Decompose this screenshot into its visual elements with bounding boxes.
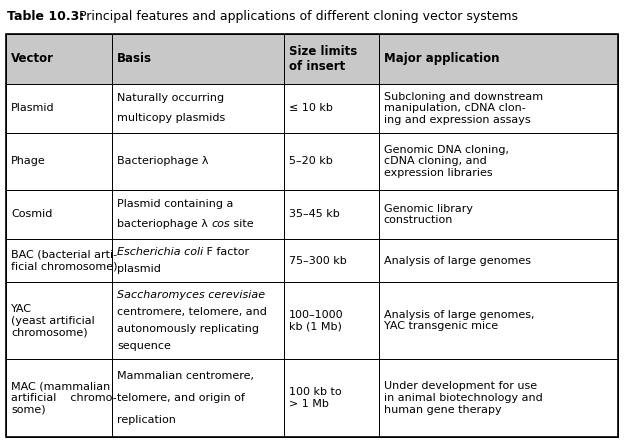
Bar xyxy=(379,359,618,437)
Text: Naturally occurring: Naturally occurring xyxy=(117,93,224,104)
Text: Phage: Phage xyxy=(11,157,46,166)
Text: 75–300 kb: 75–300 kb xyxy=(288,256,346,265)
Text: 5–20 kb: 5–20 kb xyxy=(288,157,333,166)
Text: site: site xyxy=(230,219,253,229)
Bar xyxy=(379,83,618,133)
Bar xyxy=(283,282,379,359)
Text: telomere, and origin of: telomere, and origin of xyxy=(117,393,245,403)
Bar xyxy=(112,190,283,239)
Bar xyxy=(6,34,112,83)
Text: Saccharomyces cerevisiae: Saccharomyces cerevisiae xyxy=(117,290,265,300)
Bar xyxy=(112,359,283,437)
Text: Principal features and applications of different cloning vector systems: Principal features and applications of d… xyxy=(75,10,518,23)
Bar xyxy=(283,239,379,282)
Bar xyxy=(112,133,283,190)
Text: replication: replication xyxy=(117,415,176,425)
Bar xyxy=(6,359,112,437)
Bar xyxy=(283,133,379,190)
Text: YAC
(yeast artificial
chromosome): YAC (yeast artificial chromosome) xyxy=(11,304,95,337)
Bar xyxy=(112,282,283,359)
Bar xyxy=(6,239,112,282)
Bar xyxy=(379,190,618,239)
Bar xyxy=(379,34,618,83)
Text: ≤ 10 kb: ≤ 10 kb xyxy=(288,103,333,113)
Bar xyxy=(112,239,283,282)
Text: Subcloning and downstream
manipulation, cDNA clon-
ing and expression assays: Subcloning and downstream manipulation, … xyxy=(384,92,543,125)
Bar xyxy=(379,239,618,282)
Text: F factor: F factor xyxy=(203,247,250,257)
Bar xyxy=(112,83,283,133)
Text: 35–45 kb: 35–45 kb xyxy=(288,209,339,219)
Bar xyxy=(283,190,379,239)
Text: MAC (mammalian
artificial    chromo-
some): MAC (mammalian artificial chromo- some) xyxy=(11,381,117,415)
Text: Genomic DNA cloning,
cDNA cloning, and
expression libraries: Genomic DNA cloning, cDNA cloning, and e… xyxy=(384,145,509,178)
Text: Bacteriophage λ: Bacteriophage λ xyxy=(117,157,208,166)
Text: 100–1000
kb (1 Mb): 100–1000 kb (1 Mb) xyxy=(288,310,343,331)
Text: Mammalian centromere,: Mammalian centromere, xyxy=(117,370,254,381)
Text: autonomously replicating: autonomously replicating xyxy=(117,324,259,334)
Bar xyxy=(6,133,112,190)
Text: Analysis of large genomes,
YAC transgenic mice: Analysis of large genomes, YAC transgeni… xyxy=(384,310,534,331)
Text: bacteriophage λ: bacteriophage λ xyxy=(117,219,212,229)
Text: BAC (bacterial arti-
ficial chromosome): BAC (bacterial arti- ficial chromosome) xyxy=(11,250,117,272)
Text: Vector: Vector xyxy=(11,52,54,65)
Text: sequence: sequence xyxy=(117,341,171,351)
Text: Plasmid containing a: Plasmid containing a xyxy=(117,199,233,209)
Bar xyxy=(6,83,112,133)
Text: centromere, telomere, and: centromere, telomere, and xyxy=(117,307,267,317)
Text: Basis: Basis xyxy=(117,52,152,65)
Text: Size limits
of insert: Size limits of insert xyxy=(288,45,357,73)
Text: multicopy plasmids: multicopy plasmids xyxy=(117,113,225,123)
Text: Analysis of large genomes: Analysis of large genomes xyxy=(384,256,530,265)
Text: Major application: Major application xyxy=(384,52,499,65)
Bar xyxy=(379,133,618,190)
Bar xyxy=(283,83,379,133)
Bar xyxy=(112,34,283,83)
Text: Escherichia coli: Escherichia coli xyxy=(117,247,203,257)
Bar xyxy=(283,34,379,83)
Bar xyxy=(6,190,112,239)
Text: Table 10.3:: Table 10.3: xyxy=(7,10,84,23)
Text: cos: cos xyxy=(212,219,230,229)
Bar xyxy=(283,359,379,437)
Bar xyxy=(379,282,618,359)
Text: Genomic library
construction: Genomic library construction xyxy=(384,204,473,225)
Text: Cosmid: Cosmid xyxy=(11,209,52,219)
Text: Plasmid: Plasmid xyxy=(11,103,55,113)
Text: plasmid: plasmid xyxy=(117,264,161,274)
Text: Under development for use
in animal biotechnology and
human gene therapy: Under development for use in animal biot… xyxy=(384,381,542,415)
Text: 100 kb to
> 1 Mb: 100 kb to > 1 Mb xyxy=(288,387,341,409)
Bar xyxy=(6,282,112,359)
